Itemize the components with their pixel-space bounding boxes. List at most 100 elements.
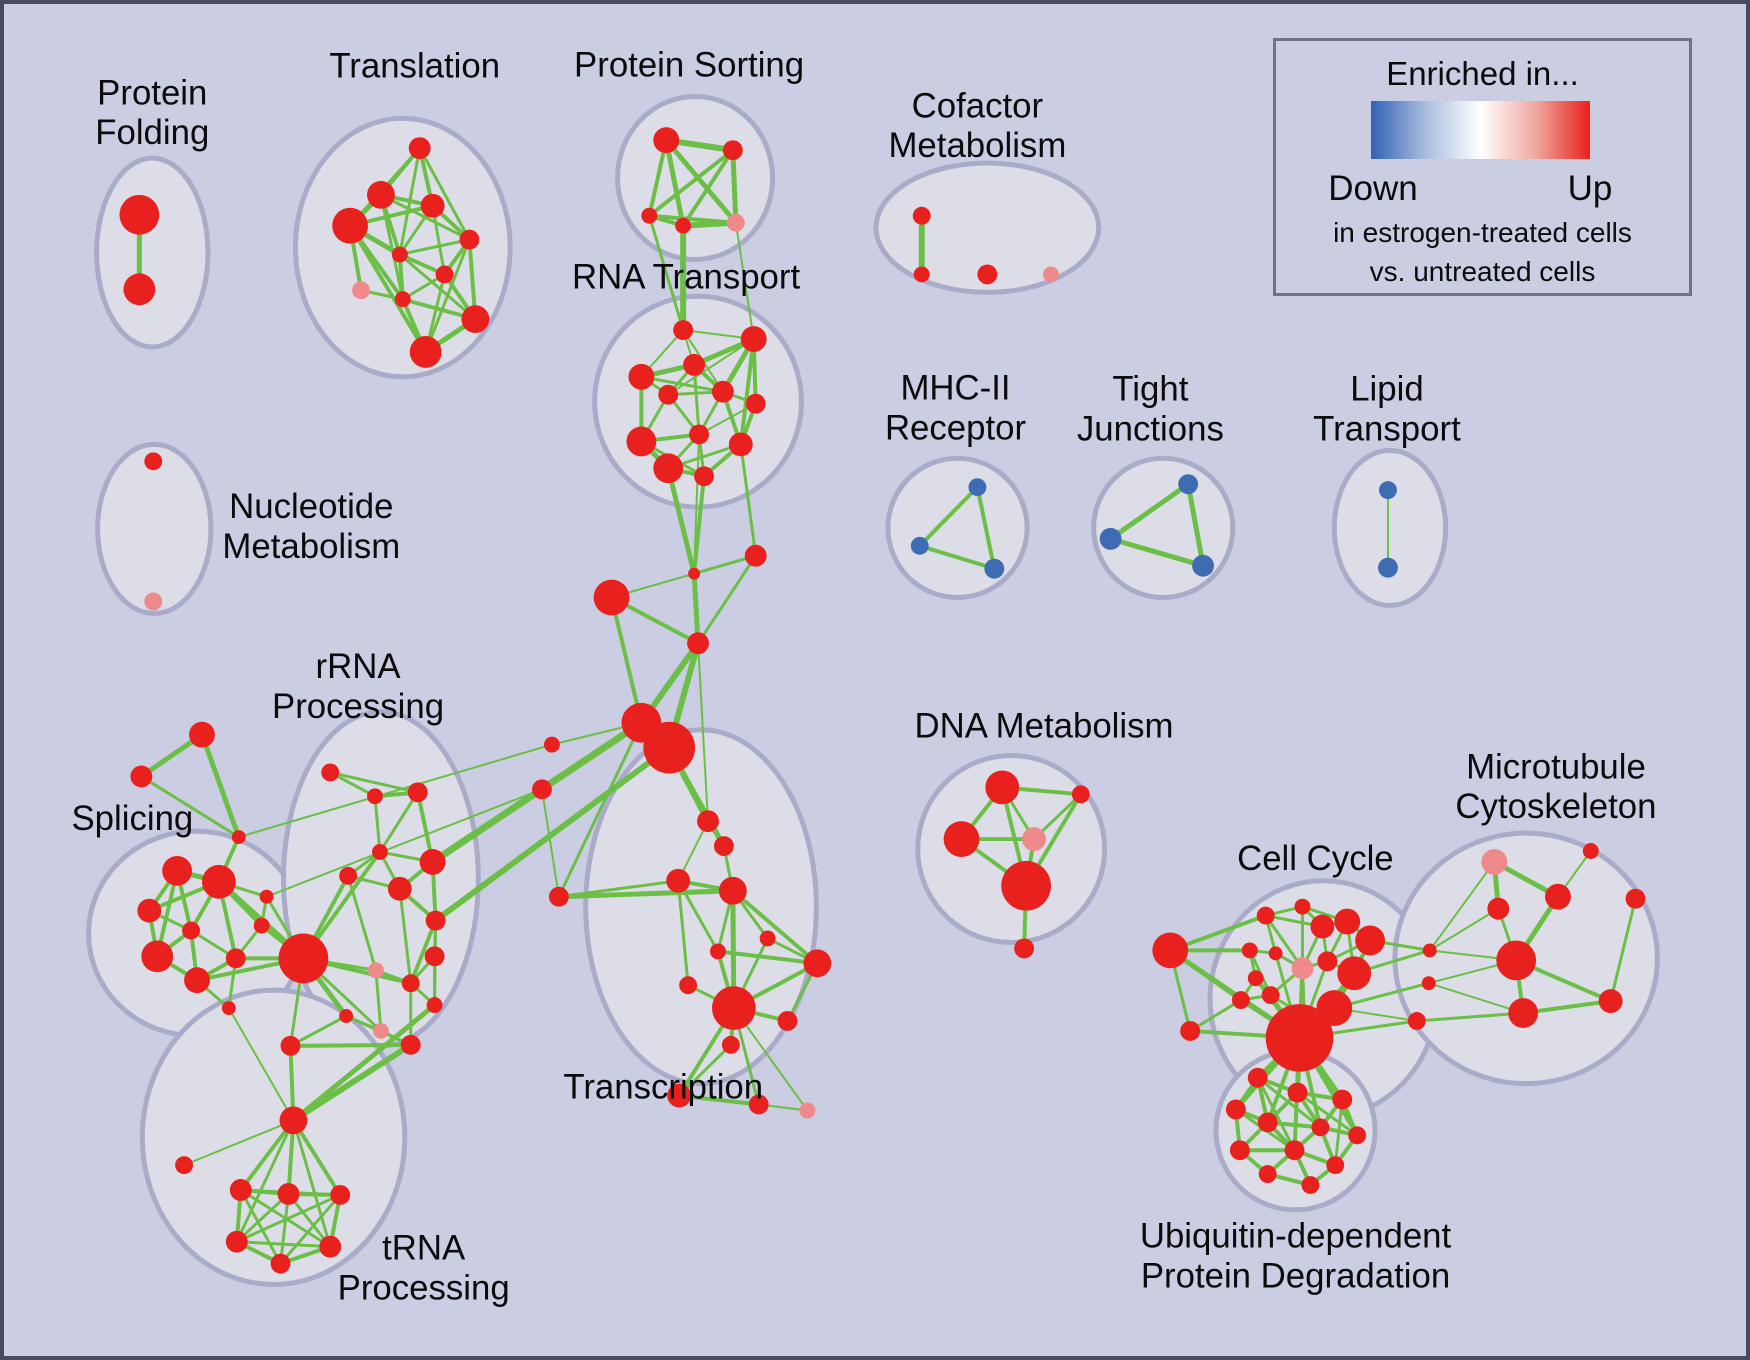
edge-rt3-rt6 [639,375,725,394]
label-protein-sorting-line1: Protein Sorting [574,47,804,85]
node-c7 [532,779,552,800]
label-cofactor-metabolism-line2: Metabolism [888,127,1066,165]
node-rt9 [689,424,709,445]
node-r11 [426,997,443,1014]
edge-tg2-tg4 [235,1192,290,1244]
edge-r2-r4 [373,794,382,854]
node-tx14 [748,1094,769,1115]
node-hl [278,933,329,984]
edge-t2-t9 [379,193,405,301]
edge-r8-h2 [432,744,673,924]
cluster-lipid-transport [1331,447,1449,608]
edge-tx5-tx4 [556,888,736,900]
node-rt8 [626,426,657,457]
node-d4 [1022,827,1046,851]
node-d5 [1001,860,1051,911]
label-cofactor-metabolism-line1: Cofactor [912,87,1043,125]
node-cf2 [913,266,930,283]
node-trl [175,1156,194,1175]
node-u1 [1247,1067,1268,1088]
node-tx9 [803,949,832,978]
edge-s10-c7 [265,788,543,898]
node-m8 [1625,888,1646,909]
edge-t4-t11 [348,223,428,354]
node-tg1 [229,1179,252,1201]
edge-trh-r11 [290,1002,438,1123]
node-tx10 [711,986,756,1030]
edge-st1-st3 [199,732,242,840]
node-r5 [339,866,358,885]
edge-tj2-tj3 [1108,536,1206,569]
edge-r1-r3 [328,770,420,794]
label-tight-junctions-line1: Tight [1112,371,1188,409]
edge-t6-t10 [398,253,477,321]
node-rt12 [694,466,714,487]
cluster-nucleotide-metabolism [95,441,214,616]
label-microtubule-cytoskeleton-line1: Microtubule [1466,748,1646,786]
node-mh2 [910,536,929,555]
node-tx13 [667,1083,692,1108]
edge-trh-trl [183,1119,295,1167]
node-m6 [1598,989,1623,1014]
node-tx12 [721,1035,740,1054]
node-st3 [231,830,246,845]
edge-rt9-c1 [693,433,701,575]
label-mhc-ii-receptor-line1: MHC-II [900,370,1010,408]
node-tg6 [270,1253,291,1274]
node-pf2 [123,273,156,306]
node-d3 [943,821,980,857]
legend-title: Enriched in... [1386,55,1579,92]
node-cc3 [1310,914,1335,939]
node-tj2 [1099,527,1122,550]
edge-r3-r4 [378,790,420,854]
edge-rt7-rt9 [698,402,757,436]
node-tr0 [280,1035,301,1056]
edge-ps2-ps5 [730,147,739,226]
node-rt11 [653,453,684,484]
label-rrna-processing-line2: Processing [272,688,444,726]
node-d2 [1071,785,1090,804]
label-lipid-transport-line1: Lipid [1350,371,1424,409]
node-r14 [400,1034,421,1055]
node-c1 [688,567,701,580]
edge-trh-tg5 [291,1118,332,1249]
label-cell-cycle-line1: Cell Cycle [1237,840,1394,878]
legend-gradient-bar [1371,101,1590,159]
edge-trh-tg3 [291,1118,343,1197]
node-cc5 [1355,925,1385,956]
node-m1 [1481,849,1508,875]
node-ps5 [726,213,745,232]
edge-t2-t5 [379,193,471,242]
node-t3 [420,193,445,218]
edge-tg6-tg1 [239,1188,283,1266]
node-u5 [1257,1112,1278,1133]
node-mh3 [984,558,1005,579]
node-tx1 [697,810,719,833]
node-r7 [419,849,446,875]
node-c3 [593,579,630,616]
label-mhc-ii-receptor-line2: Receptor [885,409,1026,447]
label-dna-metabolism-line1: DNA Metabolism [914,708,1173,746]
node-lt2 [1378,557,1398,578]
label-nucleotide-metabolism-line1: Nucleotide [229,488,393,526]
node-r13 [372,1022,389,1039]
cluster-protein-folding [94,155,211,350]
edge-tg2-tg5 [286,1192,332,1249]
edge-t5-t11 [424,238,471,354]
node-s9 [221,1001,236,1016]
node-c4 [687,632,709,655]
legend-down-label: Down [1328,169,1418,208]
cluster-tight-junctions [1091,455,1236,600]
node-tg4 [225,1230,248,1253]
edge-mh1-mh2 [917,485,980,548]
label-translation-line1: Translation [329,48,500,86]
edge-t5-t6 [398,238,471,257]
edge-rt11-c1 [665,465,697,577]
node-ps2 [722,140,743,161]
edge-tx5-h1 [557,721,643,899]
node-r12 [339,1009,354,1023]
node-tj1 [1178,474,1199,495]
node-u10 [1326,1156,1345,1175]
edge-r6-r10 [398,887,413,985]
